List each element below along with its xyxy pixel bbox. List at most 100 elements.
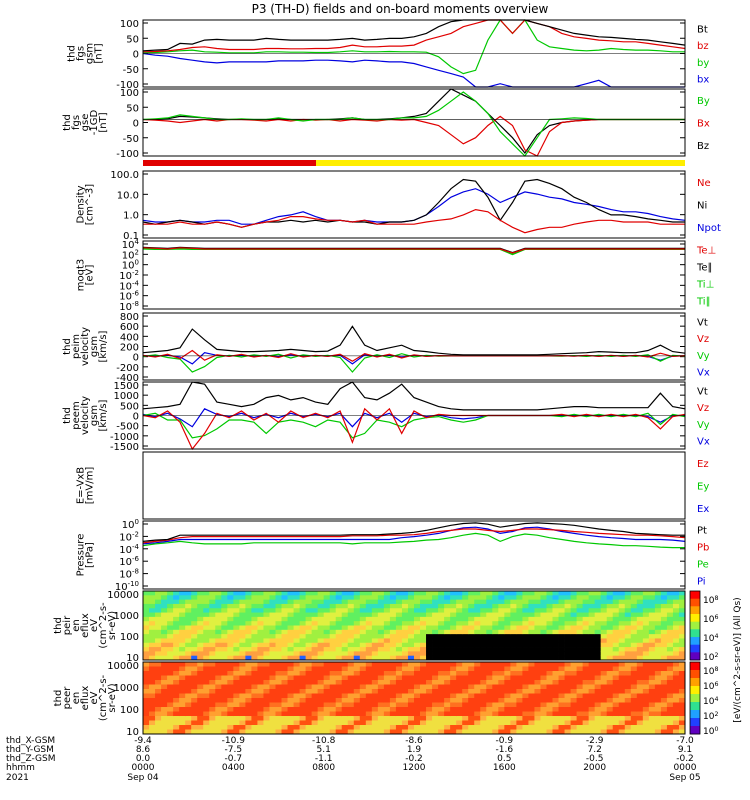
heatmap-cell <box>510 711 517 717</box>
heatmap-cell <box>660 642 668 648</box>
heatmap-cell <box>203 707 210 712</box>
heatmap-cell <box>414 689 421 694</box>
heatmap-cell <box>570 647 577 652</box>
heatmap-cell <box>389 621 397 626</box>
heatmap-cell <box>305 666 313 672</box>
heatmap-cell <box>522 693 529 699</box>
heatmap-cell <box>245 707 252 712</box>
heatmap-cell <box>293 702 300 708</box>
heatmap-cell <box>173 612 180 618</box>
heatmap-cell <box>383 608 391 613</box>
heatmap-cell <box>287 729 294 735</box>
y-tick-label: 500 <box>120 401 139 412</box>
heatmap-cell <box>233 698 240 703</box>
heatmap-cell <box>359 642 367 648</box>
heatmap-cell <box>185 662 192 667</box>
heatmap-cell <box>197 612 204 618</box>
heatmap-cell <box>167 680 174 685</box>
heatmap-cell <box>233 591 240 596</box>
heatmap-cell <box>275 599 282 605</box>
heatmap-cell <box>347 595 355 601</box>
heatmap-cell <box>191 651 198 657</box>
heatmap-cell <box>287 698 294 703</box>
heatmap-cell <box>395 698 403 703</box>
heatmap-cell <box>654 720 662 726</box>
heatmap-cell <box>648 603 656 609</box>
heatmap-cell <box>576 666 584 672</box>
heatmap-cell <box>161 651 168 657</box>
heatmap-cell <box>438 702 445 708</box>
heatmap-cell <box>612 638 620 644</box>
heatmap-cell <box>432 702 439 708</box>
heatmap-cell <box>534 671 541 676</box>
heatmap-cell <box>558 612 565 618</box>
heatmap-cell <box>209 625 216 631</box>
heatmap-cell <box>233 707 240 712</box>
heatmap-cell <box>606 625 614 631</box>
heatmap-cell <box>209 655 216 661</box>
heatmap-cell <box>365 591 373 596</box>
heatmap-cell <box>209 634 216 639</box>
heatmap-cell <box>432 729 439 735</box>
heatmap-cell <box>293 599 300 605</box>
heatmap-cell <box>438 689 445 694</box>
heatmap-cell <box>582 608 590 613</box>
heatmap-cell <box>600 702 608 708</box>
heatmap-cell <box>468 720 475 726</box>
heatmap-cell <box>317 716 325 721</box>
heatmap-cell <box>287 689 294 694</box>
heatmap-cell <box>221 698 228 703</box>
heatmap-cell <box>522 651 529 657</box>
heatmap-cell <box>432 693 439 699</box>
heatmap-cell <box>426 707 433 712</box>
heatmap-cell <box>558 711 565 717</box>
heatmap-cell <box>510 689 517 694</box>
heatmap-cell <box>618 651 626 657</box>
heatmap-cell <box>239 671 246 676</box>
heatmap-cell <box>353 595 361 601</box>
heatmap-cell <box>558 595 565 601</box>
heatmap-cell <box>335 689 343 694</box>
heatmap-cell <box>534 702 541 708</box>
heatmap-cell <box>558 693 565 699</box>
heatmap-cell <box>564 599 571 605</box>
heatmap-cell <box>401 612 409 618</box>
heatmap-cell <box>414 729 421 735</box>
heatmap-cell <box>534 629 541 635</box>
heatmap-cell <box>420 698 427 703</box>
heatmap-cell <box>161 612 168 618</box>
heatmap-cell <box>678 625 686 631</box>
panel-frame <box>142 381 686 450</box>
y-axis-label: sr-eV) <box>107 683 118 712</box>
heatmap-cell <box>678 680 686 685</box>
heatmap-cell <box>594 655 602 661</box>
heatmap-cell <box>588 603 596 609</box>
heatmap-cell <box>227 616 234 622</box>
heatmap-cell <box>263 647 270 652</box>
heatmap-cell <box>359 599 367 605</box>
heatmap-cell <box>209 707 216 712</box>
heatmap-cell <box>401 625 409 631</box>
heatmap-cell <box>269 651 276 657</box>
y-tick-label: 600 <box>120 322 139 333</box>
heatmap-cell <box>371 711 379 717</box>
heatmap-cell <box>227 599 234 605</box>
heatmap-cell <box>438 684 445 690</box>
heatmap-cell <box>414 707 421 712</box>
heatmap-cell <box>672 729 680 735</box>
heatmap-cell <box>335 698 343 703</box>
heatmap-cell <box>600 642 608 648</box>
heatmap-cell <box>480 642 487 648</box>
heatmap-cell <box>299 684 306 690</box>
heatmap-cell <box>161 671 168 676</box>
heatmap-cell <box>179 621 186 626</box>
heatmap-cell <box>233 725 240 730</box>
heatmap-cell <box>642 629 650 635</box>
heatmap-cell <box>534 603 541 609</box>
heatmap-cell <box>480 616 487 622</box>
heatmap-cell <box>462 675 469 681</box>
heatmap-cell <box>456 616 463 622</box>
heatmap-cell <box>221 595 228 601</box>
heatmap-cell <box>293 655 300 661</box>
